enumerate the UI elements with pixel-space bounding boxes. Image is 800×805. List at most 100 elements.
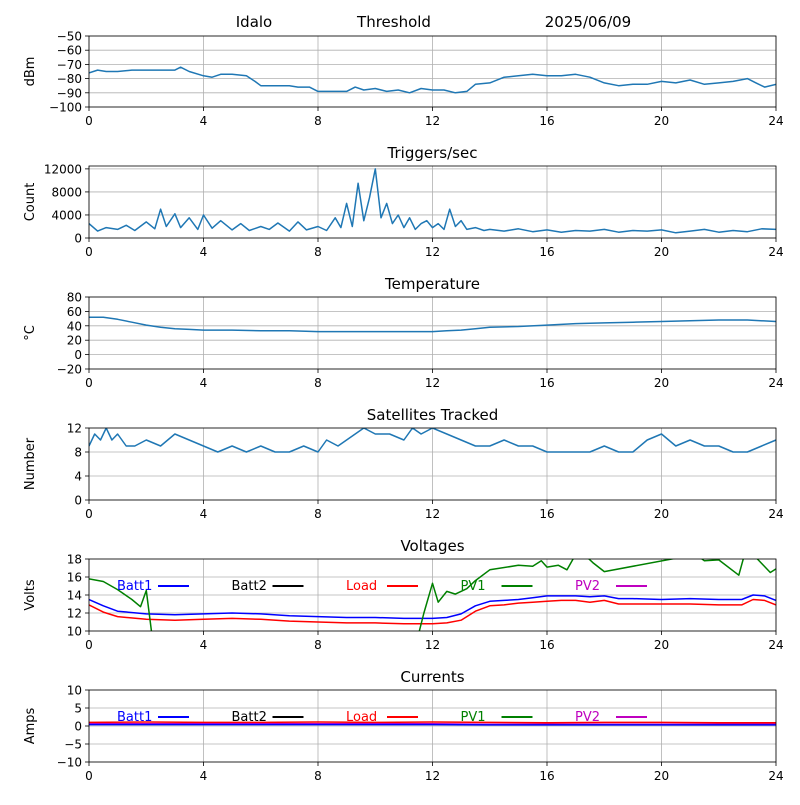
x-tick-label: 0 xyxy=(85,376,93,390)
x-tick-label: 16 xyxy=(539,376,554,390)
y-tick-label: 4 xyxy=(74,470,82,484)
header-date: 2025/06/09 xyxy=(545,13,631,31)
y-tick-label: 12000 xyxy=(44,162,82,176)
y-tick-label: 12 xyxy=(67,607,82,621)
x-tick-label: 16 xyxy=(539,769,554,783)
x-tick-label: 0 xyxy=(85,507,93,521)
x-tick-label: 16 xyxy=(539,245,554,259)
x-tick-label: 24 xyxy=(768,769,783,783)
y-tick-label: 0 xyxy=(74,232,82,246)
y-tick-label: −100 xyxy=(49,101,82,115)
x-tick-label: 0 xyxy=(85,638,93,652)
y-tick-label: −5 xyxy=(64,738,82,752)
x-tick-label: 8 xyxy=(314,376,322,390)
x-tick-label: 0 xyxy=(85,245,93,259)
x-tick-label: 0 xyxy=(85,114,93,128)
x-tick-label: 4 xyxy=(200,507,208,521)
y-tick-label: 40 xyxy=(67,319,82,333)
x-tick-label: 4 xyxy=(200,376,208,390)
series-line-load xyxy=(89,722,776,723)
x-tick-label: 20 xyxy=(654,507,669,521)
panel-title: Voltages xyxy=(400,537,464,555)
x-tick-label: 8 xyxy=(314,114,322,128)
panel-title: Temperature xyxy=(384,275,480,293)
x-tick-label: 16 xyxy=(539,638,554,652)
panel-title: Currents xyxy=(400,668,464,686)
x-tick-label: 20 xyxy=(654,245,669,259)
y-tick-label: 60 xyxy=(67,305,82,319)
x-tick-label: 24 xyxy=(768,114,783,128)
legend-label-pv1: PV1 xyxy=(461,710,486,725)
x-tick-label: 16 xyxy=(539,507,554,521)
legend-label-load: Load xyxy=(346,579,377,594)
panel-voltages: 0 4 8 12 16 20 24 10 12 14 16 18 Voltages Volts Batt1 B… xyxy=(23,537,784,652)
legend-label-batt2: Batt2 xyxy=(232,579,267,594)
y-tick-label: −50 xyxy=(57,30,82,44)
y-tick-label: 14 xyxy=(67,589,82,603)
x-tick-label: 4 xyxy=(200,638,208,652)
x-tick-label: 20 xyxy=(654,376,669,390)
y-tick-label: 20 xyxy=(67,334,82,348)
y-tick-label: 16 xyxy=(67,571,82,585)
x-tick-label: 4 xyxy=(200,245,208,259)
x-tick-label: 12 xyxy=(425,769,440,783)
x-tick-label: 12 xyxy=(425,507,440,521)
y-tick-label: 0 xyxy=(74,494,82,508)
y-tick-label: 80 xyxy=(67,291,82,305)
x-tick-label: 12 xyxy=(425,376,440,390)
x-tick-label: 24 xyxy=(768,507,783,521)
y-tick-label: −10 xyxy=(57,756,82,770)
y-axis-label: °C xyxy=(23,325,38,341)
legend-label-pv2: PV2 xyxy=(575,579,600,594)
x-tick-label: 8 xyxy=(314,638,322,652)
panel-title: Triggers/sec xyxy=(387,144,478,162)
y-tick-label: 8 xyxy=(74,446,82,460)
legend-label-pv2: PV2 xyxy=(575,710,600,725)
y-axis-label: Count xyxy=(23,183,38,222)
y-tick-label: −60 xyxy=(57,44,82,58)
x-tick-label: 4 xyxy=(200,114,208,128)
y-axis-label: dBm xyxy=(23,57,38,87)
y-tick-label: 10 xyxy=(67,625,82,639)
x-tick-label: 20 xyxy=(654,114,669,128)
header-mode: Threshold xyxy=(356,13,431,31)
x-tick-label: 24 xyxy=(768,638,783,652)
x-tick-label: 12 xyxy=(425,114,440,128)
y-tick-label: 4000 xyxy=(51,208,82,222)
y-axis-label: Number xyxy=(23,437,38,490)
y-tick-label: −20 xyxy=(57,363,82,377)
header-station: Idalo xyxy=(236,13,272,31)
x-tick-label: 12 xyxy=(425,245,440,259)
x-tick-label: 20 xyxy=(654,769,669,783)
y-tick-label: −90 xyxy=(57,86,82,100)
legend-label-batt1: Batt1 xyxy=(117,579,152,594)
y-tick-label: 0 xyxy=(74,348,82,362)
legend-label-batt2: Batt2 xyxy=(232,710,267,725)
y-tick-label: 0 xyxy=(74,720,82,734)
x-tick-label: 12 xyxy=(425,638,440,652)
y-axis-label: Amps xyxy=(23,707,38,744)
y-tick-label: 18 xyxy=(67,553,82,567)
x-tick-label: 4 xyxy=(200,769,208,783)
y-axis-label: Volts xyxy=(23,579,38,611)
y-tick-label: −70 xyxy=(57,58,82,72)
legend-label-load: Load xyxy=(346,710,377,725)
x-tick-label: 0 xyxy=(85,769,93,783)
y-tick-label: 10 xyxy=(67,684,82,698)
panel-rssi: 0 4 8 12 16 20 24 −100−90−80−70−60−50 dBm xyxy=(23,30,784,129)
legend-label-batt1: Batt1 xyxy=(117,710,152,725)
y-tick-label: 8000 xyxy=(51,185,82,199)
y-tick-label: −80 xyxy=(57,72,82,86)
x-tick-label: 16 xyxy=(539,114,554,128)
x-tick-label: 20 xyxy=(654,638,669,652)
x-tick-label: 8 xyxy=(314,507,322,521)
legend-label-pv1: PV1 xyxy=(461,579,486,594)
x-tick-label: 24 xyxy=(768,376,783,390)
panel-title: Satellites Tracked xyxy=(367,406,498,424)
x-tick-label: 24 xyxy=(768,245,783,259)
